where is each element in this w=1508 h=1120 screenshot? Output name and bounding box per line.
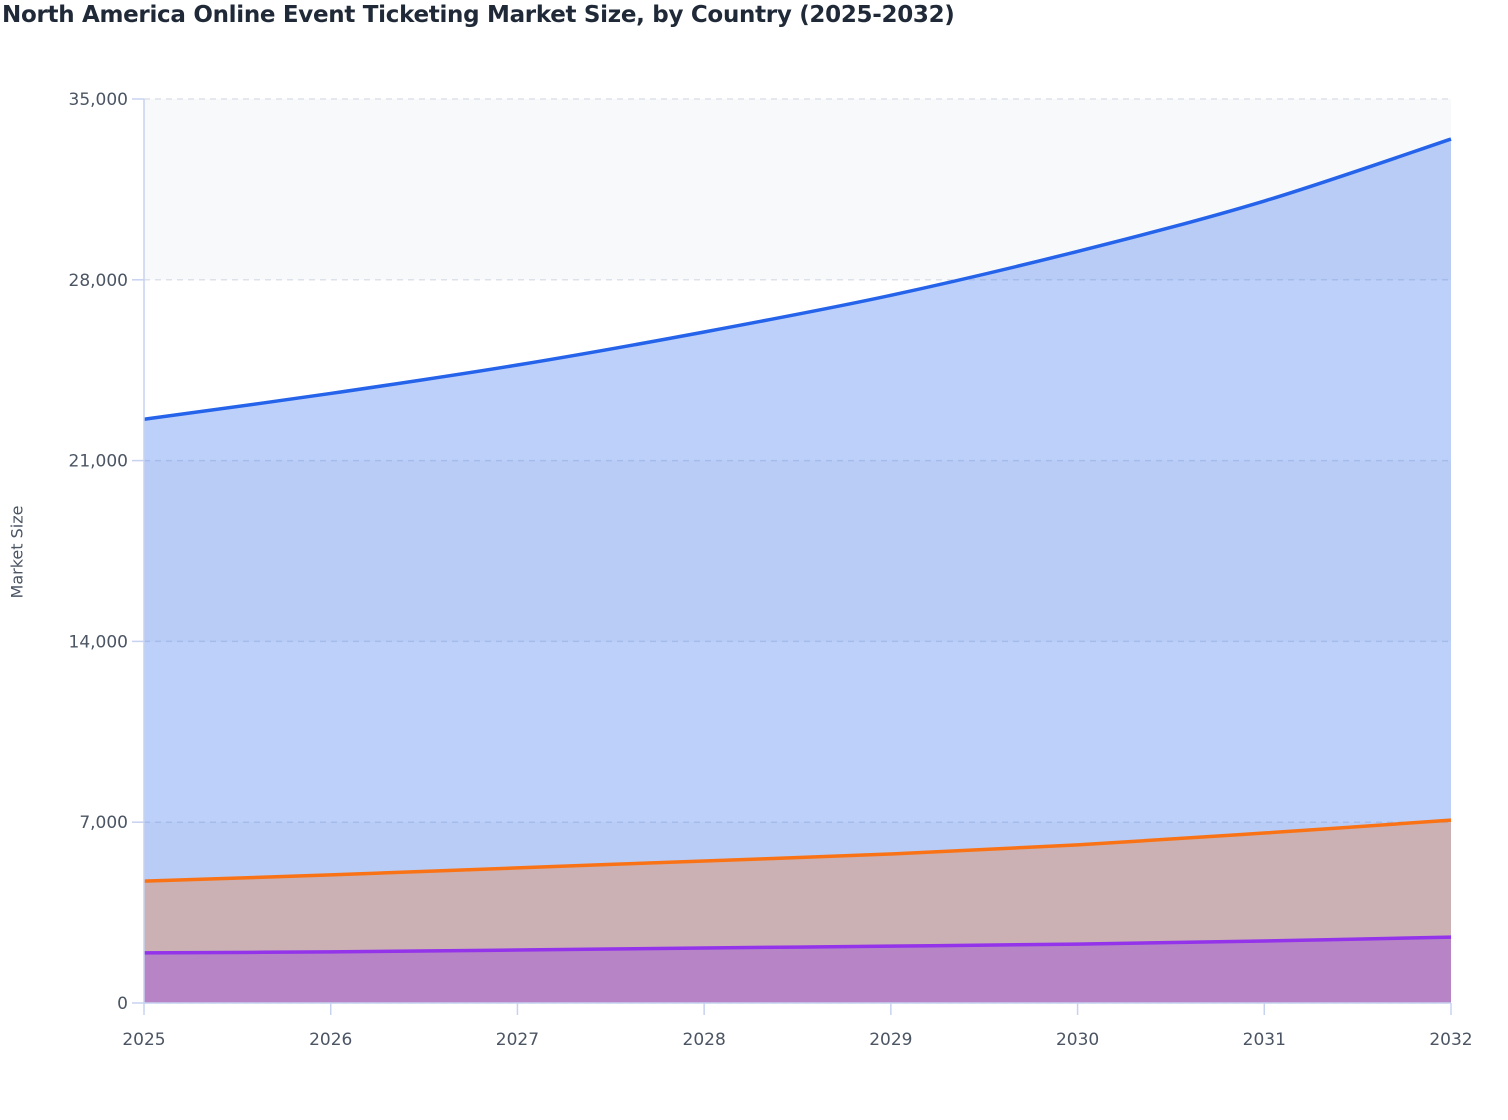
series-area-0 bbox=[144, 139, 1451, 1003]
chart-title: North America Online Event Ticketing Mar… bbox=[2, 2, 955, 28]
y-tick-label: 14,000 bbox=[69, 632, 128, 652]
y-tick-label: 28,000 bbox=[69, 271, 128, 291]
y-tick-label: 35,000 bbox=[69, 90, 128, 110]
grid-band bbox=[144, 460, 1451, 642]
x-tick-label: 2030 bbox=[1056, 1030, 1099, 1050]
series-line-0 bbox=[143, 137, 1452, 422]
x-tick-label: 2031 bbox=[1243, 1030, 1286, 1050]
series-line-1 bbox=[143, 818, 1452, 883]
x-tick-label: 2029 bbox=[869, 1030, 912, 1050]
series-line-2 bbox=[143, 935, 1452, 955]
x-tick-label: 2028 bbox=[683, 1030, 726, 1050]
grid-band bbox=[144, 822, 1451, 1003]
series-area-2 bbox=[144, 937, 1451, 1003]
y-tick-label: 0 bbox=[117, 994, 128, 1014]
x-tick-label: 2032 bbox=[1429, 1030, 1472, 1050]
y-tick-label: 21,000 bbox=[69, 452, 128, 472]
x-tick-label: 2027 bbox=[496, 1030, 539, 1050]
x-tick-label: 2026 bbox=[309, 1030, 352, 1050]
x-tick-label: 2025 bbox=[122, 1030, 165, 1050]
grid-band bbox=[144, 99, 1451, 280]
series-area-1 bbox=[144, 820, 1451, 1003]
y-tick-label: 7,000 bbox=[79, 813, 128, 833]
